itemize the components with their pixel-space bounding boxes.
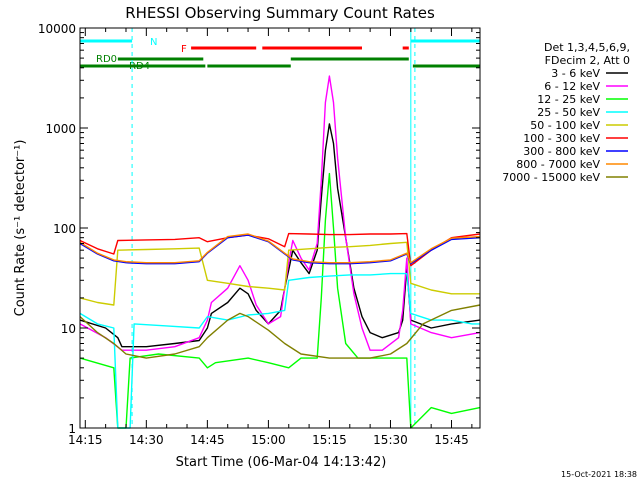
x-axis-label: Start Time (06-Mar-04 14:13:42) bbox=[176, 455, 387, 470]
x-tick-label-4: 15:15 bbox=[312, 433, 347, 447]
series-line-1 bbox=[79, 75, 481, 351]
flag-label-f: F bbox=[181, 44, 187, 55]
series-line-8 bbox=[79, 304, 481, 359]
legend: Det 1,3,4,5,6,9,FDecim 2, Att 03 - 6 keV… bbox=[502, 41, 630, 184]
series-line-5 bbox=[79, 232, 481, 267]
x-tick-label-2: 14:45 bbox=[190, 433, 225, 447]
legend-label-3: 25 - 50 keV bbox=[537, 106, 600, 119]
legend-label-2: 12 - 25 keV bbox=[537, 93, 600, 106]
legend-label-5: 100 - 300 keV bbox=[523, 132, 600, 145]
flag-label-n: N bbox=[150, 37, 157, 48]
x-tick-label-1: 14:30 bbox=[129, 433, 164, 447]
instrument-flags: N F RD0 RD4 bbox=[80, 37, 480, 72]
y-tick-label-3: 1000 bbox=[45, 122, 76, 136]
x-tick-label-0: 14:15 bbox=[68, 433, 103, 447]
x-tick-label-5: 15:30 bbox=[373, 433, 408, 447]
y-axis-label: Count Rate (s⁻¹ detector⁻¹) bbox=[13, 140, 28, 317]
footer-timestamp: 15-Oct-2021 18:38 bbox=[561, 470, 637, 479]
legend-label-8: 7000 - 15000 keV bbox=[502, 171, 600, 184]
chart-title: RHESSI Observing Summary Count Rates bbox=[125, 4, 435, 22]
series-line-0 bbox=[79, 123, 481, 348]
legend-label-6: 300 - 800 keV bbox=[523, 145, 600, 158]
y-tick-label-2: 100 bbox=[53, 222, 76, 236]
y-tick-label-1: 10 bbox=[61, 322, 76, 336]
series-lines bbox=[79, 75, 481, 429]
x-tick-label-3: 15:00 bbox=[251, 433, 286, 447]
legend-header-line-0: Det 1,3,4,5,6,9, bbox=[544, 41, 630, 54]
legend-label-4: 50 - 100 keV bbox=[530, 119, 600, 132]
y-tick-label-4: 10000 bbox=[38, 22, 76, 36]
legend-header-line-1: FDecim 2, Att 0 bbox=[545, 54, 630, 67]
x-tick-label-6: 15:45 bbox=[434, 433, 469, 447]
legend-label-1: 6 - 12 keV bbox=[544, 80, 600, 93]
legend-label-7: 800 - 7000 keV bbox=[516, 158, 600, 171]
flag-label-rd4: RD4 bbox=[129, 61, 150, 72]
legend-label-0: 3 - 6 keV bbox=[551, 67, 600, 80]
flag-label-rd0: RD0 bbox=[96, 54, 117, 65]
series-line-7 bbox=[79, 233, 481, 264]
y-tick-label-0: 1 bbox=[68, 422, 76, 436]
axes: 14:15 14:30 14:45 15:00 15:15 15:30 15:45 1 10 10… bbox=[38, 22, 480, 447]
